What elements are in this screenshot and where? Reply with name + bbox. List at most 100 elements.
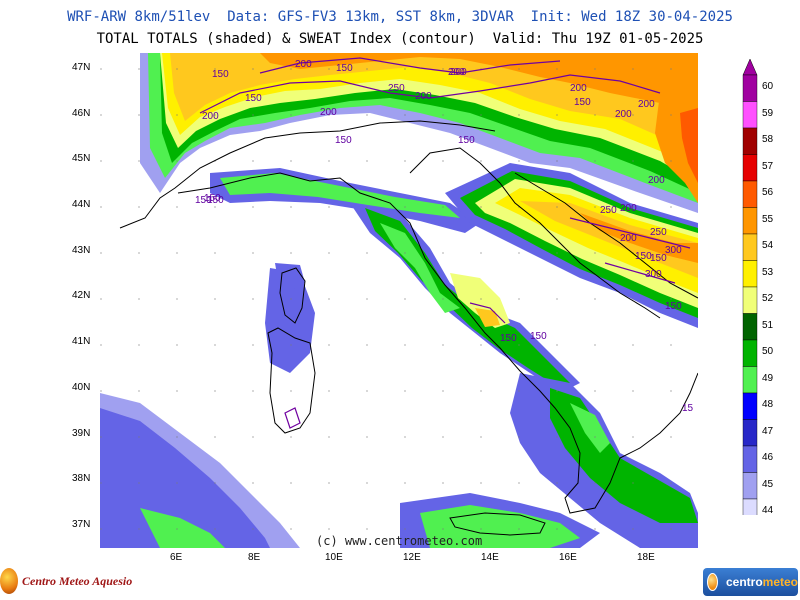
sweat-contour-label: 150	[212, 69, 229, 80]
colorbar	[740, 55, 760, 532]
colorbar-label-60: 60	[762, 81, 774, 92]
sweat-contour-label: 150	[650, 253, 667, 264]
sweat-contour-label: 150	[336, 63, 353, 74]
header-product-info: TOTAL TOTALS (shaded) & SWEAT Index (con…	[96, 31, 704, 47]
sweat-contour-label: 150	[530, 331, 547, 342]
colorbar-swatch-58	[742, 127, 758, 155]
lat-label-40n: 40N	[72, 382, 91, 393]
colorbar-swatches	[742, 58, 758, 532]
colorbar-label-48: 48	[762, 399, 774, 410]
italy-adriatic-coast	[409, 147, 661, 319]
sweat-contour-label: 150	[245, 93, 262, 104]
sweat-contour-label: 250	[600, 205, 617, 216]
coastlines	[119, 120, 698, 536]
sweat-contour-label: 150	[665, 301, 682, 312]
logo-right-text-a: centro	[725, 575, 763, 589]
lat-label-46n: 46N	[72, 108, 91, 119]
lat-label-43n: 43N	[72, 245, 91, 256]
sweat-contour-label: 200	[648, 175, 665, 186]
colorbar-swatch-57	[742, 154, 758, 182]
colorbar-label-57: 57	[762, 160, 774, 172]
colorbar-label-50: 50	[762, 346, 774, 357]
colorbar-label-54: 54	[762, 240, 774, 251]
globe-logo-icon	[0, 568, 18, 594]
balkan-coast	[514, 172, 698, 299]
sweat-contour-label: 150	[335, 135, 352, 146]
lon-label-16e: 16E	[559, 552, 577, 563]
sweat-contour-label: 200	[415, 91, 432, 102]
sweat-contour-label: 250	[650, 227, 667, 238]
sweat-contour-sardinia	[284, 407, 301, 429]
weather-map: 150 150 200 200 250 200 200 150 200 200 150 150 200 1…	[100, 53, 698, 548]
lat-label-45n: 45N	[72, 153, 91, 164]
sweat-contour-label: 150	[195, 195, 212, 206]
sweat-contour-north	[199, 74, 661, 114]
sweat-contour-label: 150	[500, 333, 517, 344]
header-model-info: WRF-ARW 8km/51lev Data: GFS-FV3 13km, SS…	[67, 9, 733, 25]
sweat-contour-label: 250	[388, 83, 405, 94]
colorbar-swatch-50	[742, 339, 758, 367]
colorbar-swatch-52	[742, 286, 758, 314]
colorbar-label-44: 44	[762, 505, 774, 516]
sweat-contour-label: 150	[204, 193, 221, 204]
sweat-contour-label: 200	[620, 203, 637, 214]
lon-label-8e: 8E	[248, 552, 261, 563]
colorbar-label-53: 53	[762, 266, 774, 278]
colorbar-swatch-44	[742, 498, 758, 526]
sweat-contour-label: 200	[202, 111, 219, 122]
colorbar-swatch-59	[742, 101, 758, 129]
colorbar-swatch-55	[742, 207, 758, 235]
sweat-contour-label: 200	[570, 83, 587, 94]
lat-label-41n: 41N	[72, 336, 91, 347]
sweat-contour-label: 300	[665, 245, 682, 256]
sweat-contour-label: 15	[682, 403, 694, 414]
colorbar-label-45: 45	[762, 478, 774, 490]
colorbar-swatch-48	[742, 392, 758, 420]
lat-label-37n: 37N	[72, 519, 91, 530]
sweat-contour-label: 200	[615, 109, 632, 120]
colorbar-swatch-60	[742, 74, 758, 102]
alpine-border	[119, 120, 496, 229]
lon-label-6e: 6E	[170, 552, 183, 563]
lat-label-38n: 38N	[72, 473, 91, 484]
colorbar-swatch-46	[742, 445, 758, 473]
logo-right-text: centrometeo	[722, 575, 798, 589]
sweat-label-group: 1501502002002502002001502002001501502001…	[195, 59, 694, 414]
colorbar-label-46: 46	[762, 452, 774, 463]
lat-label-42n: 42N	[72, 290, 91, 301]
colorbar-swatch-53	[742, 260, 758, 288]
sweat-contour-campania	[469, 302, 506, 324]
colorbar-top-arrow	[742, 58, 758, 76]
colorbar-label-52: 52	[762, 293, 774, 304]
sweat-contour-label: 150	[574, 97, 591, 108]
sweat-contour-label: 300	[645, 269, 662, 280]
lon-label-18e: 18E	[637, 552, 655, 563]
sicily-coast	[449, 512, 546, 536]
sweat-contour-label: 200	[295, 59, 312, 70]
sweat-contour-label: 200	[450, 67, 467, 78]
lat-label-47n: 47N	[72, 62, 91, 73]
centrometeo-logo: centrometeo	[703, 568, 798, 596]
sweat-contour-balkan	[569, 217, 691, 249]
colorbar-label-47: 47	[762, 425, 774, 437]
sweat-contour-north-inner	[259, 57, 561, 74]
sweat-contour-label: 150	[207, 195, 224, 206]
corsica-coast	[279, 267, 306, 324]
colorbar-label-59: 59	[762, 107, 774, 119]
graticule-dots	[100, 53, 698, 548]
colorbar-swatch-51	[742, 313, 758, 341]
lon-label-10e: 10E	[325, 552, 343, 563]
colorbar-label-51: 51	[762, 319, 774, 331]
sweat-contour-label: 200	[620, 233, 637, 244]
map-canvas: 1501502002002502002001502002001501502001…	[100, 53, 698, 548]
sardinia-coast	[267, 327, 316, 434]
centro-meteo-aquesio-logo: Centro Meteo Aquesio	[0, 568, 132, 594]
colorbar-swatch-56	[742, 180, 758, 208]
sweat-contour-label: 200	[320, 107, 337, 118]
colorbar-swatch-49	[742, 366, 758, 394]
sweat-contour-label: 200	[638, 99, 655, 110]
lon-label-12e: 12E	[403, 552, 421, 563]
globe-logo-icon	[707, 573, 718, 591]
lat-label-44n: 44N	[72, 199, 91, 210]
logo-left-text: Centro Meteo Aquesio	[22, 573, 133, 588]
